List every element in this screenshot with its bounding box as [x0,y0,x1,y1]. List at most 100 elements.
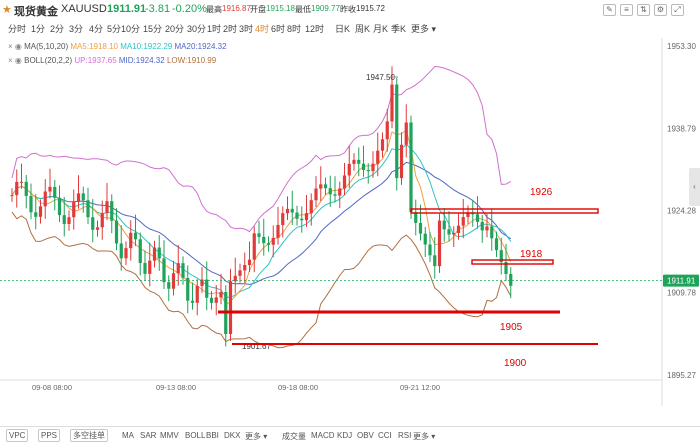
candle-body [233,275,237,282]
candle-body [152,247,157,261]
candle-body [433,255,437,267]
timeframe-7[interactable]: 15分 [143,24,163,34]
main-indicator-2[interactable]: MMV [160,431,179,440]
time-axis-label-2: 09-18 08:00 [278,383,318,392]
timeframe-20[interactable]: 季K [391,24,407,34]
instrument-name: 现货黄金 [14,6,58,18]
price-axis-label-0: 1953.30 [667,42,696,51]
ma10-value: MA10:1922.29 [120,42,173,51]
star-icon[interactable]: ★ [2,4,12,16]
main-indicator-5[interactable]: DKX [224,431,241,440]
fullscreen-icon[interactable]: ⤢ [671,4,684,16]
eye-icon[interactable]: ◉ [14,42,22,51]
instrument-symbol: XAUUSD [61,3,107,15]
timeframe-4[interactable]: 4分 [89,24,104,34]
timeframe-16[interactable]: 12时 [305,24,325,34]
candle-body [376,150,380,164]
timeframe-17[interactable]: 日K [335,24,351,34]
candle-body [333,194,337,196]
sub-indicator-1[interactable]: MACD [311,431,335,440]
candle-body [110,201,114,221]
candle-body [105,201,109,214]
candle-body [209,297,214,303]
candle-body [81,193,85,201]
candle-body [456,225,461,233]
candle-body [53,186,57,198]
indicator-tool-icon[interactable]: ≡ [620,4,633,16]
timeframe-9[interactable]: 30分 [187,24,207,34]
timeframe-5[interactable]: 5分 [107,24,122,34]
candle-body [200,279,204,286]
candle-body [319,184,323,189]
settings-icon[interactable]: ⚙ [654,4,667,16]
candle-body [62,215,66,224]
candle-body [133,232,138,240]
candle-body [72,201,76,218]
candle-body [418,222,423,234]
candle-body [262,236,266,244]
bottom-button-0[interactable]: VPC [6,429,29,442]
timeframe-1[interactable]: 1分 [31,24,46,34]
candle-body [148,260,152,274]
collapse-panel-button[interactable]: ‹ [689,168,700,206]
main-indicator-1[interactable]: SAR [140,431,157,440]
draw-tool-icon[interactable]: ✎ [603,4,616,16]
sub-indicator-5[interactable]: RSI [398,431,412,440]
candle-body [338,188,342,196]
main-indicator-3[interactable]: BOLL [185,431,206,440]
candle-body [452,232,456,235]
bottom-button-2[interactable]: 多空挂单 [70,429,108,442]
timeframe-6[interactable]: 10分 [121,24,141,34]
timeframe-14[interactable]: 6时 [271,24,286,34]
main-indicator-6[interactable]: 更多 ▾ [245,432,268,441]
candle-body [138,239,142,264]
timeframe-19[interactable]: 月K [373,24,389,34]
candle-body [395,84,399,179]
low-label: 最低 [295,5,311,14]
timeframe-2[interactable]: 2分 [50,24,65,34]
timeframe-12[interactable]: 3时 [239,24,254,34]
ma10-line [11,143,512,298]
candle-body [19,181,24,183]
sub-indicator-3[interactable]: OBV [357,431,374,440]
eye-icon[interactable]: ◉ [14,56,22,65]
sub-indicator-6[interactable]: 更多 ▾ [413,432,436,441]
candle-body [238,270,242,276]
candle-body [437,220,442,267]
candle-body [219,292,223,298]
close-icon[interactable]: × [8,42,13,51]
candle-body [300,218,304,221]
timeframe-3[interactable]: 3分 [69,24,84,34]
prev-close-value: 1915.72 [356,4,385,13]
sub-indicator-2[interactable]: KDJ [337,431,353,440]
timeframe-21[interactable]: 更多 ▾ [411,24,437,34]
candle-body [143,263,147,274]
timeframe-13[interactable]: 4时 [255,24,270,34]
compare-tool-icon[interactable]: ⇅ [637,4,650,16]
candle-body [352,159,356,164]
timeframe-0[interactable]: 分时 [8,24,27,34]
candle-body [442,220,446,230]
sub-indicator-4[interactable]: CCI [378,431,392,440]
sub-indicator-0[interactable]: 成交量 [282,432,306,441]
main-indicator-4[interactable]: BBI [206,431,219,440]
candle-body [428,244,432,256]
high-label: 最高 [206,5,222,14]
candle-body [309,200,313,214]
candle-body [281,213,285,225]
timeframe-11[interactable]: 2时 [223,24,238,34]
candle-body [290,208,294,213]
last-price: 1911.91 [107,3,147,15]
candle-body [409,122,413,213]
timeframe-8[interactable]: 20分 [165,24,185,34]
bottom-button-1[interactable]: PPS [38,429,61,442]
timeframe-10[interactable]: 1时 [207,24,222,34]
candlestick-chart[interactable]: 1953.30 1938.79 1924.28 1909.78 1895.27 09-08… [0,0,700,426]
candle-body [504,262,508,274]
candle-body [157,247,161,259]
close-icon[interactable]: × [8,56,13,65]
main-indicator-0[interactable]: MA [122,431,134,440]
timeframe-18[interactable]: 周K [355,24,371,34]
timeframe-15[interactable]: 8时 [287,24,302,34]
time-axis-label-0: 09-08 08:00 [32,383,72,392]
